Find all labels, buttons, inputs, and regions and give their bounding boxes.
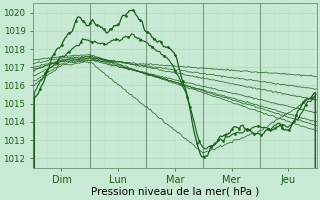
- X-axis label: Pression niveau de la mer( hPa ): Pression niveau de la mer( hPa ): [91, 187, 259, 197]
